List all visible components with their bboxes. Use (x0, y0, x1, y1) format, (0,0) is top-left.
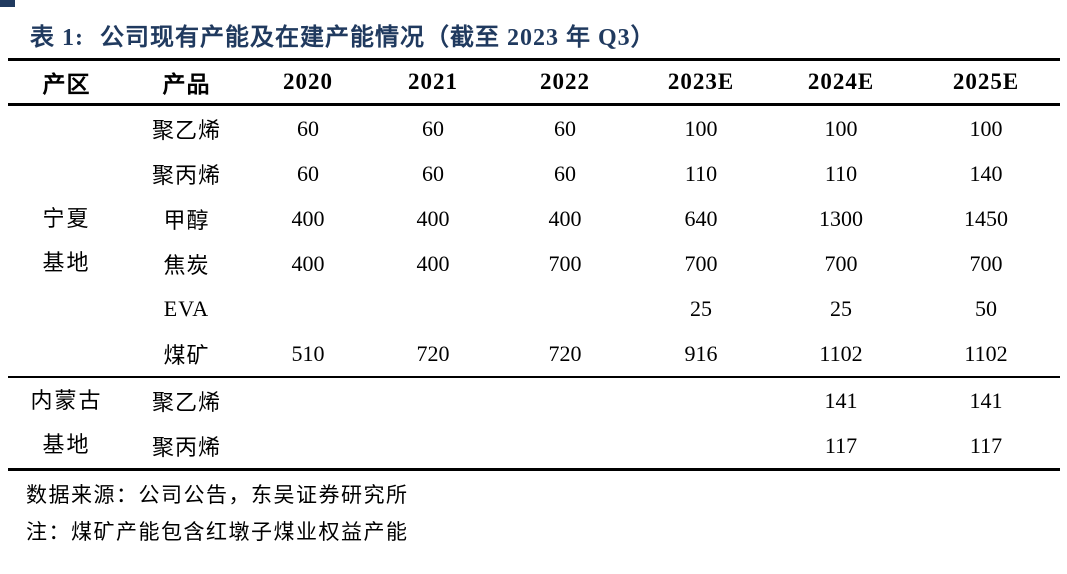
cell-value: 140 (969, 160, 1003, 186)
cell-value (248, 377, 368, 423)
table-row: 聚丙烯 60 60 60 110 110 140 (8, 151, 1060, 196)
cell-value: 60 (422, 160, 444, 186)
column-header-product: 产品 (162, 72, 211, 97)
cell-value: 25 (690, 295, 712, 321)
cell-value: 117 (824, 432, 858, 458)
cell-value: 60 (297, 160, 319, 186)
cell-value: 400 (291, 205, 325, 231)
cell-value: 700 (969, 250, 1003, 276)
column-header-2024e: 2024E (807, 69, 875, 94)
remark-note: 注：煤矿产能包含红墩子煤业权益产能 (26, 520, 409, 544)
cell-value (368, 423, 498, 470)
cell-value: 110 (684, 160, 718, 186)
cell-value: 141 (969, 387, 1003, 413)
region-group-ningxia: 宁夏 基地 聚乙烯 60 60 60 100 100 100 聚丙烯 60 60… (8, 105, 1060, 377)
cell-value: 720 (548, 340, 582, 366)
cell-value: 110 (824, 160, 858, 186)
cell-value: 700 (548, 250, 582, 276)
table-title: 表 1: 公司现有产能及在建产能情况（截至 2023 年 Q3） (30, 17, 656, 52)
cell-product: 甲醇 (163, 207, 210, 233)
column-header-2023e: 2023E (667, 69, 735, 94)
cell-value: 60 (297, 115, 319, 141)
cell-product: 聚丙烯 (151, 434, 221, 460)
cell-value (632, 423, 770, 470)
cell-value: 1300 (819, 205, 863, 231)
header-row: 产区 产品 2020 2021 2022 2023E 2024E 2025E (8, 60, 1060, 105)
cell-value: 510 (291, 340, 325, 366)
cell-product: 煤矿 (163, 342, 210, 368)
cell-value: 1450 (964, 205, 1008, 231)
cell-value (248, 423, 368, 470)
cell-value: 916 (684, 340, 718, 366)
cell-value: 400 (416, 205, 450, 231)
table-row: 甲醇 400 400 400 640 1300 1450 (8, 196, 1060, 241)
cell-value: 400 (291, 250, 325, 276)
table-row: EVA 25 25 50 (8, 286, 1060, 331)
column-header-region: 产区 (42, 72, 91, 97)
table-title-text: 公司现有产能及在建产能情况（截至 2023 年 Q3） (100, 25, 656, 51)
capacity-table-header: 产区 产品 2020 2021 2022 2023E 2024E 2025E (8, 60, 1060, 105)
cell-value (498, 286, 632, 331)
cell-value: 117 (969, 432, 1003, 458)
cell-value: 60 (554, 160, 576, 186)
table-title-label: 表 1: (30, 25, 84, 51)
column-header-2025e: 2025E (952, 69, 1020, 94)
table-row: 聚丙烯 117 117 (8, 423, 1060, 470)
cell-value (368, 286, 498, 331)
cell-product: 聚丙烯 (151, 162, 221, 188)
cell-value: 720 (416, 340, 450, 366)
cell-product: EVA (163, 295, 210, 321)
cell-value: 700 (684, 250, 718, 276)
table-footnotes: 数据来源：公司公告，东吴证券研究所 注：煤矿产能包含红墩子煤业权益产能 (26, 477, 409, 551)
table-row: 焦炭 400 400 700 700 700 700 (8, 241, 1060, 286)
cell-value: 400 (416, 250, 450, 276)
cell-product: 焦炭 (163, 252, 210, 278)
cell-value: 100 (824, 115, 858, 141)
cell-value: 100 (684, 115, 718, 141)
cell-value: 400 (548, 205, 582, 231)
table-row: 内蒙古 基地 聚乙烯 141 141 (8, 377, 1060, 458)
cell-value: 700 (824, 250, 858, 276)
column-header-2021: 2021 (408, 69, 458, 94)
cell-value: 1102 (964, 340, 1008, 366)
cell-value (632, 377, 770, 423)
column-header-2022: 2022 (540, 69, 590, 94)
cell-value: 60 (554, 115, 576, 141)
cell-value: 640 (684, 205, 718, 231)
cell-region-neimenggu: 内蒙古 基地 (30, 388, 103, 457)
cell-product: 聚乙烯 (151, 389, 221, 415)
cell-product: 聚乙烯 (151, 117, 221, 143)
cell-value (498, 377, 632, 423)
capacity-table: 产区 产品 2020 2021 2022 2023E 2024E 2025E 宁… (8, 58, 1060, 471)
cell-value: 60 (422, 115, 444, 141)
cell-value (498, 423, 632, 470)
cell-value: 1102 (819, 340, 863, 366)
table-row: 宁夏 基地 聚乙烯 60 60 60 100 100 100 (8, 105, 1060, 276)
cell-value: 141 (824, 387, 858, 413)
column-header-2020: 2020 (283, 69, 333, 94)
cell-value: 100 (969, 115, 1003, 141)
cell-value: 50 (975, 295, 997, 321)
cell-value: 25 (830, 295, 852, 321)
data-source-note: 数据来源：公司公告，东吴证券研究所 (26, 483, 409, 507)
region-group-neimenggu: 内蒙古 基地 聚乙烯 141 141 聚丙烯 117 117 (8, 377, 1060, 470)
page-corner-mark (0, 0, 15, 7)
cell-value (248, 286, 368, 331)
cell-value (368, 377, 498, 423)
table-row: 煤矿 510 720 720 916 1102 1102 (8, 331, 1060, 377)
cell-region-ningxia: 宁夏 基地 (42, 206, 91, 275)
